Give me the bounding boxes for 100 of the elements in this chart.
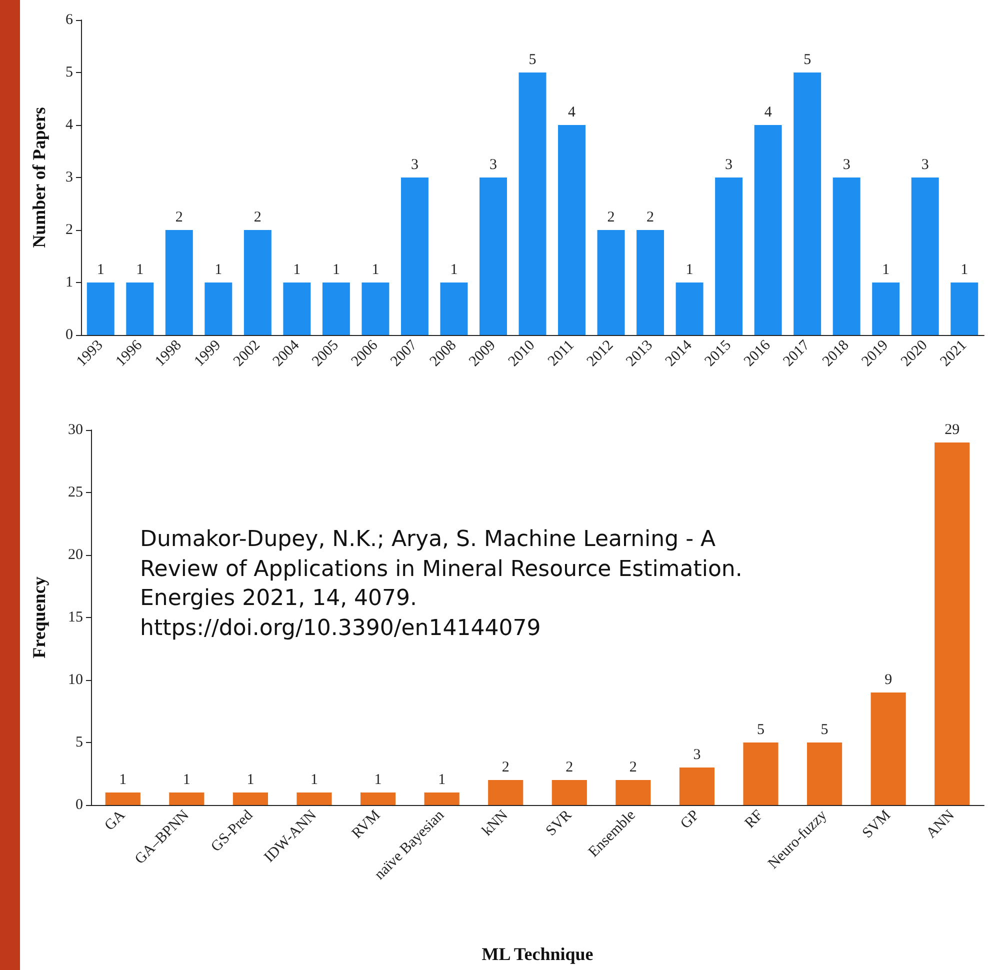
data-label: 5 (757, 722, 764, 738)
bar (870, 692, 906, 805)
bar (743, 742, 778, 805)
data-label: 1 (96, 262, 104, 278)
data-label: 2 (175, 210, 183, 226)
x-tick-label: SVR (543, 807, 576, 840)
data-label: 2 (566, 760, 574, 776)
data-label: 2 (607, 210, 615, 226)
annotation: Dumakor-Dupey, N.K.; Arya, S. Machine Learning - A Review of Applications in Mineral Resource Estimation. Energies 2021, 14, 4079. https://doi.org/10.3390/en14144079 (140, 526, 744, 644)
data-label: 1 (450, 262, 458, 278)
bar (872, 282, 900, 335)
y-tick-label: 4 (66, 117, 74, 133)
bar (204, 282, 232, 335)
data-label: 1 (293, 262, 301, 278)
data-label: 1 (332, 262, 340, 278)
bar (911, 178, 939, 335)
bar (518, 72, 546, 335)
data-label: 9 (884, 672, 892, 688)
data-label: 1 (882, 262, 890, 278)
y-tick-label: 30 (68, 422, 83, 438)
bar (676, 282, 704, 335)
data-label: 1 (374, 772, 382, 788)
bar (165, 230, 193, 335)
data-label: 5 (804, 52, 812, 68)
bar (400, 178, 428, 335)
bar (283, 282, 311, 335)
bar (950, 282, 978, 335)
bar (480, 178, 507, 335)
data-label: 3 (842, 157, 850, 173)
data-label: 1 (119, 772, 127, 788)
y-tick-label: 2 (66, 222, 73, 238)
bar (806, 742, 842, 805)
data-label: 1 (686, 262, 694, 278)
data-label: 3 (693, 747, 701, 763)
y-tick-label: 0 (66, 327, 73, 343)
data-label: 1 (182, 772, 190, 788)
data-label: 1 (246, 772, 254, 788)
data-label: 1 (372, 262, 380, 278)
bar (558, 125, 586, 335)
y-axis-title: Frequency (29, 576, 49, 658)
bar (296, 792, 332, 805)
bar (488, 780, 524, 805)
bar (232, 792, 268, 805)
bar (679, 768, 715, 805)
bar (754, 125, 782, 335)
bar (244, 230, 272, 335)
data-label: 1 (136, 262, 144, 278)
y-tick-label: 5 (76, 734, 83, 750)
x-tick-label: GA (102, 807, 129, 834)
x-tick-label: GP (678, 807, 703, 832)
data-label: 3 (410, 157, 418, 173)
bar (636, 230, 664, 335)
y-tick-label: 0 (76, 797, 83, 813)
bar (832, 178, 860, 335)
bar (616, 780, 651, 805)
y-axis-title: Number of Papers (29, 107, 49, 248)
x-tick-label: 1999 (192, 337, 224, 370)
bar (360, 792, 396, 805)
data-label: 2 (629, 760, 637, 776)
x-tick-label: 2011 (545, 337, 578, 370)
x-tick-label: 1993 (74, 337, 106, 370)
bar (552, 780, 587, 805)
bar (322, 282, 350, 335)
bar (105, 792, 140, 805)
y-tick-label: 15 (68, 610, 83, 626)
data-label: 5 (820, 722, 828, 738)
bar (169, 792, 204, 805)
data-label: 3 (489, 157, 497, 173)
data-label: 1 (310, 772, 318, 788)
bar (424, 792, 460, 805)
y-tick-label: 3 (66, 170, 73, 186)
bar (794, 72, 822, 335)
data-label: 29 (944, 422, 960, 438)
data-label: 5 (528, 52, 536, 68)
data-label: 1 (960, 262, 968, 278)
y-tick-label: 6 (66, 12, 74, 28)
data-label: 2 (502, 760, 510, 776)
bar (126, 282, 154, 335)
data-label: 2 (254, 210, 262, 226)
y-tick-label: 1 (66, 274, 73, 290)
x-axis-title: ML Technique (482, 944, 594, 964)
data-label: 1 (214, 262, 222, 278)
data-label: 3 (725, 157, 733, 173)
data-label: 4 (568, 104, 576, 120)
bar (86, 282, 114, 335)
bar (715, 178, 743, 335)
bar (934, 442, 970, 805)
x-tick-label: RF (742, 807, 766, 832)
y-tick-label: 25 (68, 484, 83, 500)
y-tick-label: 5 (66, 64, 73, 80)
bar (440, 282, 468, 335)
x-tick-label: 2021 (938, 337, 970, 370)
data-label: 3 (921, 157, 929, 173)
data-label: 2 (646, 210, 654, 226)
data-label: 4 (764, 104, 772, 120)
bar (597, 230, 625, 335)
data-label: 1 (438, 772, 446, 788)
bar (362, 282, 390, 335)
y-tick-label: 10 (68, 672, 83, 688)
y-tick-label: 20 (68, 547, 83, 563)
